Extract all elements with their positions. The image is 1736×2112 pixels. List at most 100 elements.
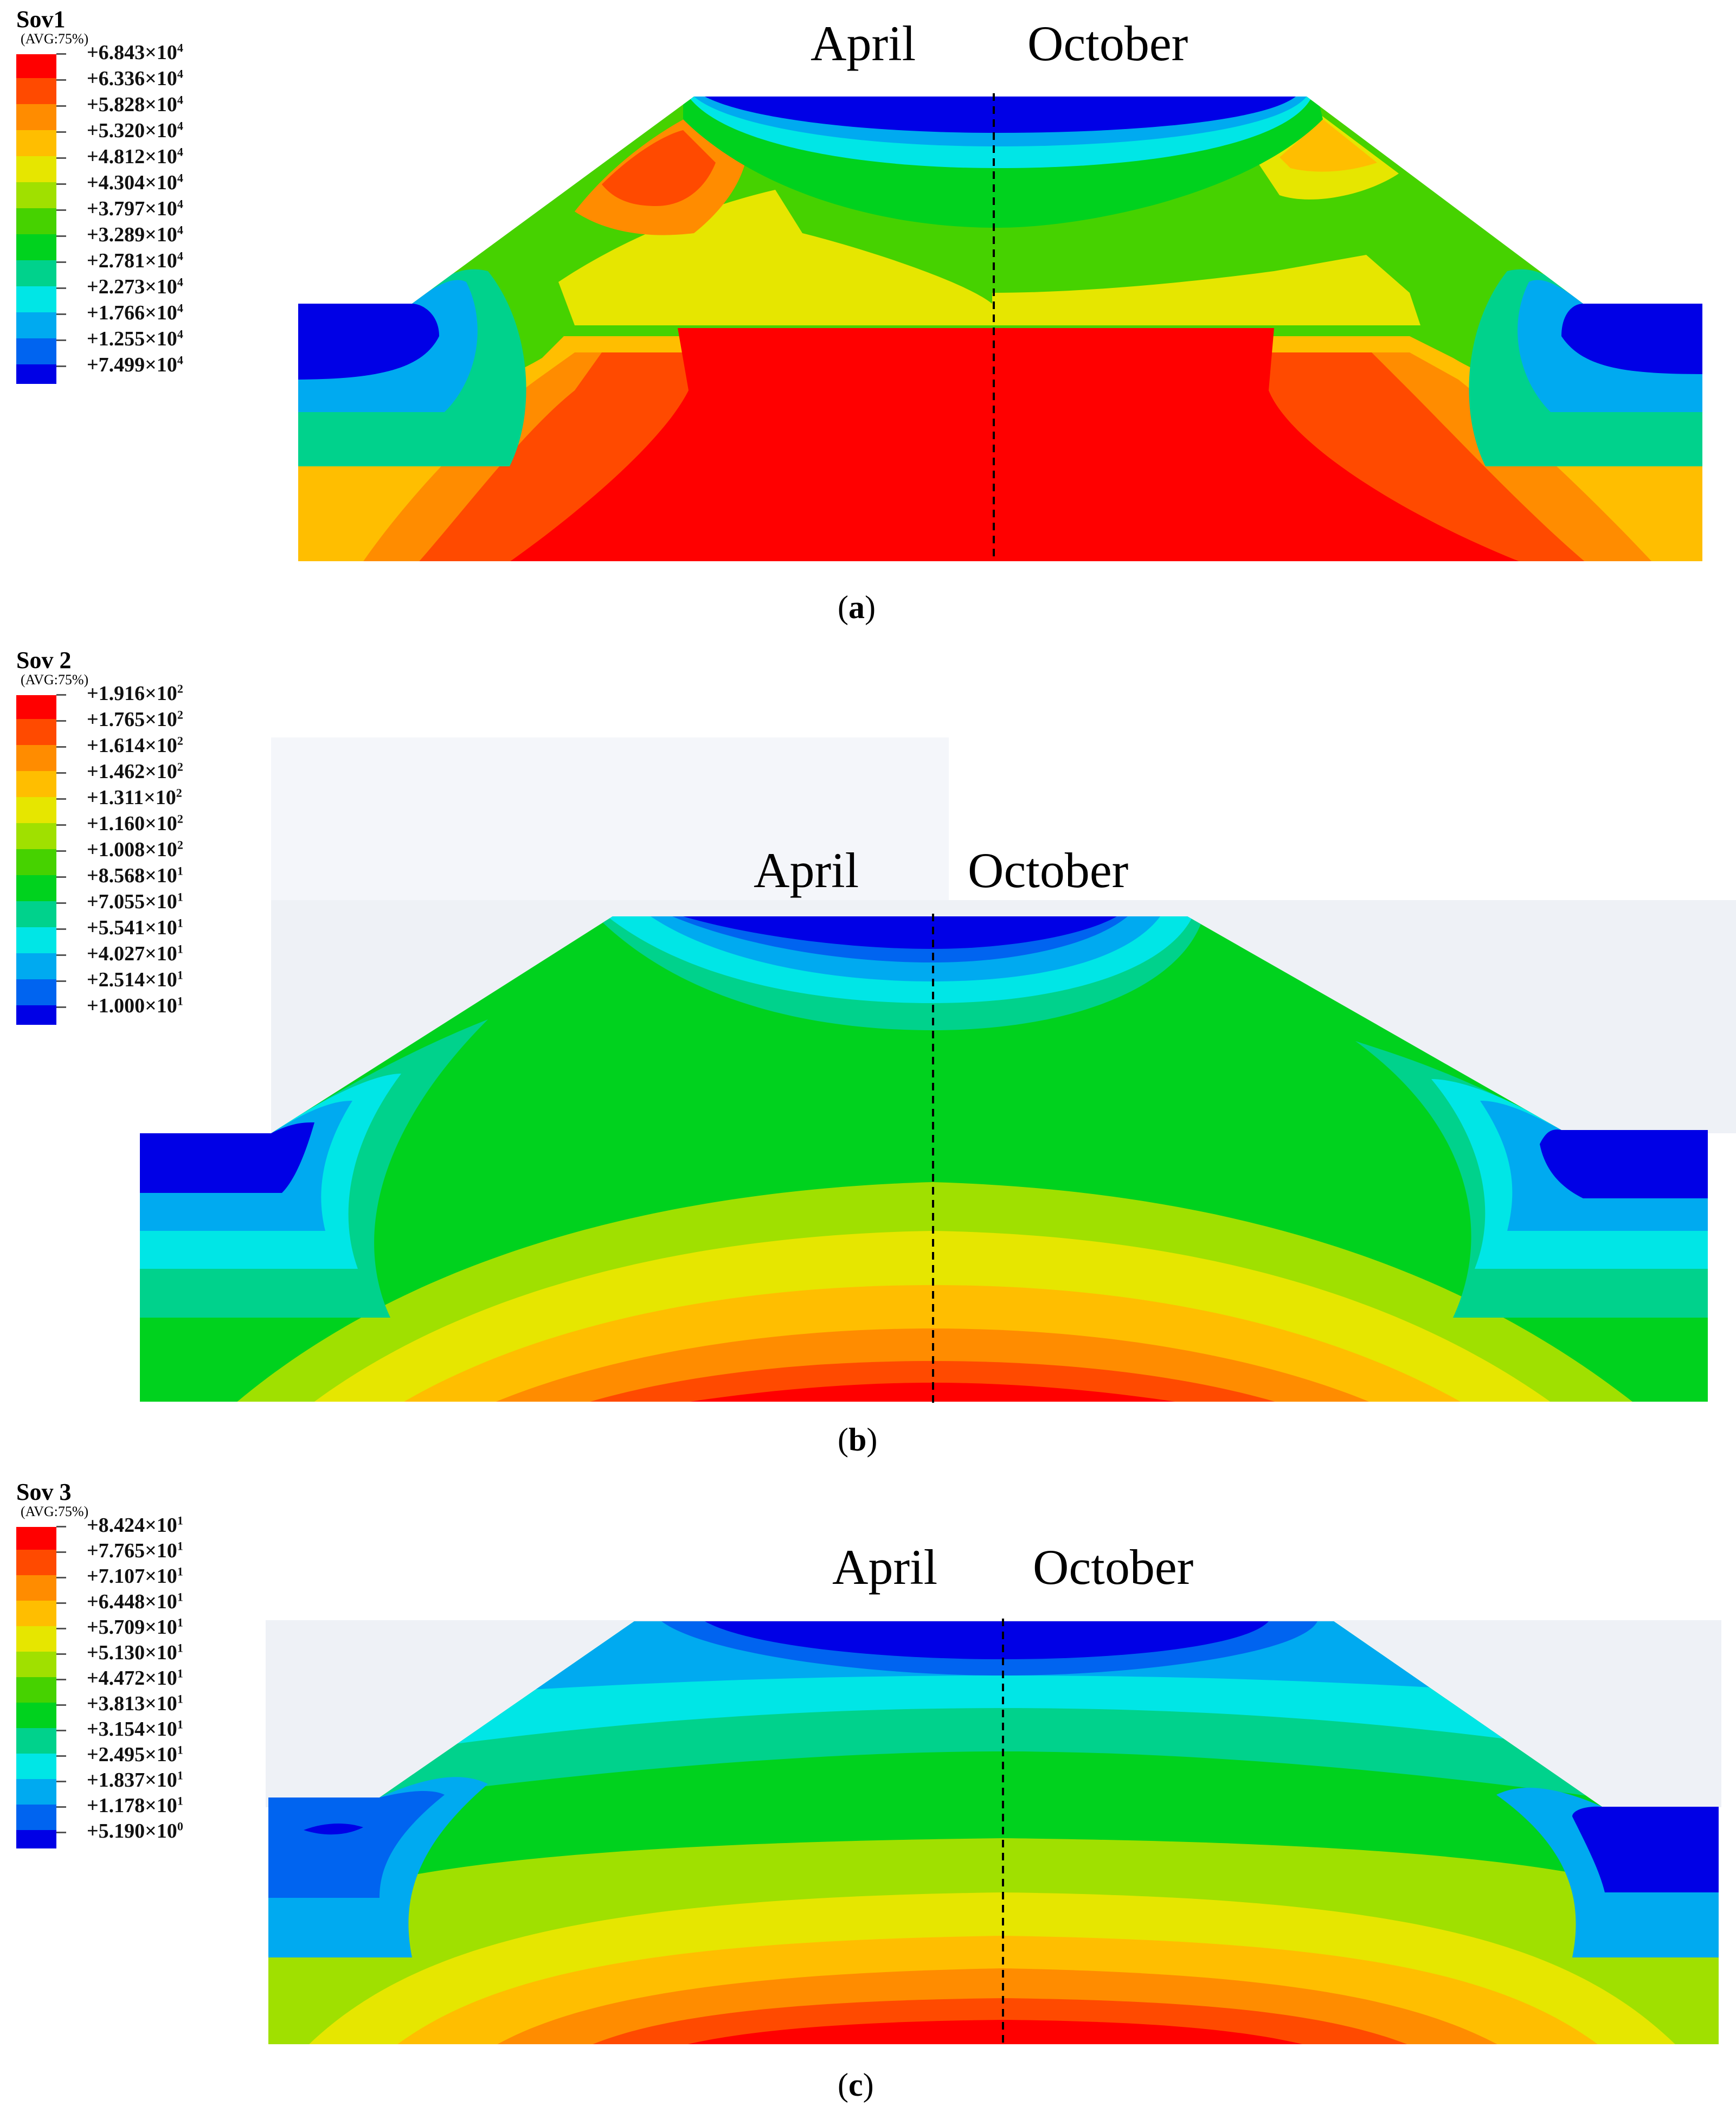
legend-tick <box>56 79 66 81</box>
legend-swatch <box>16 156 56 182</box>
contour-spot-blue <box>304 1824 363 1835</box>
legend-averaging: (AVG:75%) <box>21 672 89 688</box>
legend-swatch <box>16 130 56 156</box>
legend-value: +1.178×101 <box>87 1794 183 1817</box>
legend-swatch <box>16 927 56 953</box>
contour-band-blue-top <box>705 97 1296 133</box>
contour-panel-a: Sov1 (AVG:75%) <box>0 0 1736 640</box>
legend-value: +4.027×101 <box>87 942 183 965</box>
contour-panel-c: Sov 3 (AVG:75%) <box>0 1469 1736 2112</box>
legend-variable: Sov 2 <box>16 647 72 673</box>
legend-tick <box>56 824 66 826</box>
caption-b: (b) <box>838 1422 878 1458</box>
legend-value: +1.000×101 <box>87 994 183 1017</box>
legend-value: +5.130×101 <box>87 1641 183 1664</box>
legend-tick <box>56 1551 66 1553</box>
legend-tick <box>56 235 66 237</box>
legend-tick <box>56 980 66 982</box>
contour-panel-b: Sov 2 (AVG:75%) <box>0 640 1736 1469</box>
legend-value: +4.812×104 <box>87 145 183 168</box>
legend-swatch <box>16 54 56 78</box>
legend-tick <box>56 720 66 722</box>
legend-swatch <box>16 797 56 823</box>
contour-edge-blue-left <box>140 1122 314 1193</box>
legend-swatch <box>16 1677 56 1703</box>
legend-swatch <box>16 1805 56 1830</box>
legend-swatch <box>16 1754 56 1779</box>
contour-band-red <box>667 2020 1323 2044</box>
legend-tick <box>56 694 66 696</box>
legend-swatch <box>16 104 56 130</box>
legend-value: +8.424×101 <box>87 1513 183 1537</box>
legend-value: +3.813×101 <box>87 1692 183 1715</box>
legend-swatch <box>16 1527 56 1550</box>
legend-tick <box>56 209 66 211</box>
legend-swatch <box>16 953 56 979</box>
legend-value: +4.304×104 <box>87 171 183 194</box>
legend-value: +5.541×101 <box>87 916 183 939</box>
label-october: October <box>968 843 1129 898</box>
legend-value: +1.765×102 <box>87 708 183 731</box>
legend-swatch <box>16 1830 56 1848</box>
legend-value: +4.472×101 <box>87 1666 183 1690</box>
legend-swatch <box>16 1550 56 1575</box>
legend-tick <box>56 313 66 315</box>
legend-swatch <box>16 1575 56 1601</box>
legend-swatch <box>16 1005 56 1025</box>
legend-tick <box>56 1781 66 1782</box>
legend-variable: Sov 3 <box>16 1479 72 1505</box>
legend-value: +7.765×101 <box>87 1539 183 1562</box>
label-october: October <box>1033 1539 1194 1595</box>
legend-swatch <box>16 1626 56 1652</box>
legend-tick <box>56 105 66 107</box>
legend-value: +5.190×100 <box>87 1819 183 1843</box>
legend-swatch <box>16 312 56 338</box>
legend-scale: +6.843×104 +6.336×104 +5.828×104 +5.320×… <box>16 41 183 401</box>
legend-tick <box>56 1806 66 1808</box>
legend-swatch <box>16 1779 56 1805</box>
legend-value: +5.709×101 <box>87 1615 183 1639</box>
legend-swatch <box>16 260 56 286</box>
legend-swatch <box>16 875 56 901</box>
label-april: April <box>832 1539 938 1595</box>
legend-tick <box>56 157 66 159</box>
legend-value: +3.154×101 <box>87 1717 183 1741</box>
legend-scale: +1.916×102 +1.765×102 +1.614×102 +1.462×… <box>16 682 183 1042</box>
background-haze <box>271 737 949 900</box>
legend-value: +7.107×101 <box>87 1564 183 1588</box>
legend-value: +2.273×104 <box>87 275 183 298</box>
contour-band-yellow-right <box>992 255 1420 325</box>
label-october: October <box>1027 16 1188 71</box>
legend-tick <box>56 1006 66 1008</box>
legend-variable: Sov1 <box>16 6 66 33</box>
legend-value: +6.843×104 <box>87 41 183 64</box>
legend-value: +7.055×101 <box>87 890 183 913</box>
label-april: April <box>811 16 916 71</box>
legend-tick <box>56 183 66 185</box>
legend-tick <box>56 798 66 800</box>
legend-tick <box>56 1730 66 1731</box>
legend-scale: +8.424×101 +7.765×101 +7.107×101 +6.448×… <box>16 1514 183 1852</box>
legend-value: +1.766×104 <box>87 301 183 324</box>
legend-tick <box>56 131 66 133</box>
contour-band-red <box>499 328 1540 561</box>
contour-hotspot-orange-right <box>1280 119 1377 172</box>
legend-swatch <box>16 849 56 875</box>
legend-tick <box>56 53 66 55</box>
legend-swatch <box>16 208 56 234</box>
contour-edge-blue-right <box>1572 1806 1719 1892</box>
legend-swatch <box>16 78 56 104</box>
legend-averaging: (AVG:75%) <box>21 1504 89 1519</box>
legend-tick <box>56 1832 66 1833</box>
legend-tick <box>56 1704 66 1706</box>
legend-value: +2.781×104 <box>87 249 183 272</box>
legend-swatch <box>16 364 56 384</box>
legend-tick <box>56 1577 66 1578</box>
legend-swatch <box>16 1652 56 1677</box>
legend-tick <box>56 902 66 904</box>
contour-band-yellow-left <box>558 190 992 325</box>
legend-value: +1.916×102 <box>87 682 183 705</box>
legend-tick <box>56 1755 66 1757</box>
legend-value: +5.828×104 <box>87 93 183 116</box>
contour-edge-blue-left <box>298 304 439 380</box>
